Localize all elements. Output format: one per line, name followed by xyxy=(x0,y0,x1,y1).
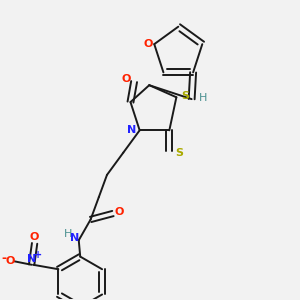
Text: O: O xyxy=(122,74,131,84)
Text: N: N xyxy=(70,233,79,243)
Text: +: + xyxy=(34,250,42,260)
Text: N: N xyxy=(27,254,36,264)
Text: H: H xyxy=(199,93,208,103)
Text: O: O xyxy=(5,256,15,266)
Text: O: O xyxy=(143,39,152,49)
Text: S: S xyxy=(175,148,183,158)
Text: -: - xyxy=(1,252,6,265)
Text: N: N xyxy=(127,125,136,135)
Text: O: O xyxy=(115,207,124,217)
Text: H: H xyxy=(64,229,73,239)
Text: O: O xyxy=(30,232,39,242)
Text: S: S xyxy=(181,91,189,101)
